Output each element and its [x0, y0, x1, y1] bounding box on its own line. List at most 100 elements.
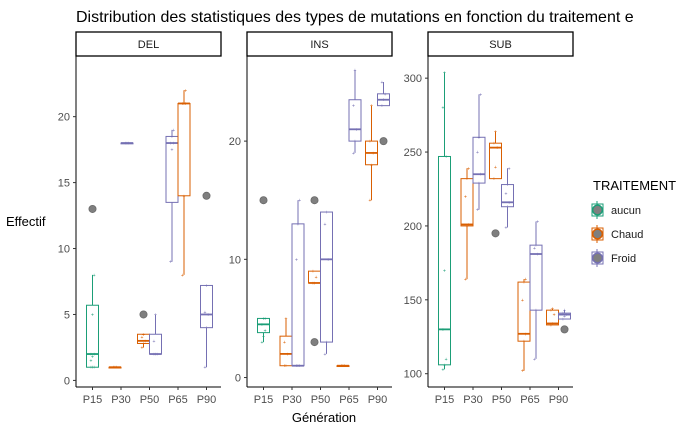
- outlier-point: [259, 196, 268, 205]
- y-tick-label: 100: [404, 369, 422, 381]
- legend-item-aucun: aucun: [591, 201, 641, 219]
- box-p30-chaud: ++++++: [460, 166, 474, 283]
- facet-strip-label: SUB: [489, 39, 512, 51]
- outlier-point: [310, 338, 319, 347]
- data-point: +: [523, 280, 526, 286]
- data-point: +: [142, 332, 145, 338]
- data-point: +: [115, 365, 118, 371]
- box-iqr: [348, 99, 362, 142]
- data-point: +: [443, 70, 446, 76]
- x-tick-label: P90: [368, 394, 388, 406]
- outlier-point: [379, 137, 388, 146]
- data-point: +: [295, 257, 298, 263]
- data-point: +: [283, 340, 286, 346]
- x-tick-label: P15: [254, 394, 274, 406]
- data-point: +: [152, 352, 155, 358]
- data-point: +: [561, 317, 564, 323]
- data-point: +: [205, 326, 208, 332]
- data-point: +: [372, 151, 375, 157]
- legend-item-label: aucun: [611, 205, 641, 217]
- data-point: +: [285, 316, 288, 322]
- box-p50-froid: ++++++: [501, 166, 514, 231]
- y-axis-label: Effectif: [6, 214, 46, 229]
- data-point: +: [313, 281, 316, 287]
- box-p65-chaud: +++: [336, 364, 350, 370]
- data-point: +: [553, 313, 556, 319]
- data-point: +: [464, 277, 467, 283]
- data-point: +: [368, 139, 371, 145]
- data-point: +: [262, 316, 265, 322]
- data-point: +: [508, 166, 511, 172]
- data-point: +: [169, 260, 172, 266]
- outlier-point: [202, 191, 211, 200]
- box-p65-froid: ++++++: [165, 128, 179, 266]
- data-point: +: [536, 220, 539, 226]
- facet-strip-label: DEL: [138, 39, 159, 51]
- box-p90-chaud: +++++: [546, 307, 559, 329]
- outlier-point: [491, 229, 500, 238]
- data-point: +: [93, 352, 96, 358]
- data-point: +: [260, 322, 263, 328]
- box-p65-chaud: ++++++: [517, 277, 531, 375]
- legend-title: TRAITEMENT: [593, 178, 676, 193]
- x-tick-label: P50: [492, 394, 512, 406]
- x-tick-label: P50: [140, 394, 160, 406]
- data-point: +: [154, 312, 157, 318]
- data-point: +: [523, 339, 526, 345]
- data-point: +: [549, 308, 552, 314]
- data-point: +: [91, 355, 94, 361]
- data-point: +: [140, 345, 143, 351]
- box-p50-chaud: +++++: [489, 129, 502, 238]
- data-point: +: [352, 104, 355, 110]
- data-point: +: [494, 165, 497, 171]
- box-p30-froid: ++++++: [472, 92, 486, 214]
- data-point: +: [354, 68, 357, 74]
- data-point: +: [370, 104, 373, 110]
- data-point: +: [343, 364, 346, 370]
- data-point: +: [563, 308, 566, 314]
- box-p30-froid: ++++++: [291, 198, 305, 370]
- x-axis-label: Génération: [292, 410, 356, 425]
- data-point: +: [154, 352, 157, 358]
- box-iqr: [257, 317, 270, 334]
- data-point: +: [533, 357, 536, 363]
- y-tick-label: 10: [58, 244, 70, 256]
- legend-item-froid: Froid: [591, 249, 636, 267]
- data-point: +: [183, 194, 186, 200]
- box-iqr: [200, 284, 213, 329]
- data-point: +: [181, 273, 184, 279]
- data-point: +: [443, 268, 446, 274]
- data-point: +: [479, 92, 482, 98]
- data-point: +: [441, 106, 444, 112]
- chart-title: Distribution des statistiques des types …: [76, 9, 634, 26]
- data-point: +: [295, 364, 298, 370]
- data-point: +: [89, 352, 92, 358]
- legend-key-dot: [592, 204, 604, 216]
- legend-item-label: Chaud: [611, 229, 643, 241]
- data-point: +: [340, 364, 343, 370]
- data-point: +: [264, 316, 267, 322]
- data-point: +: [466, 177, 469, 183]
- data-point: +: [140, 335, 143, 341]
- data-point: +: [368, 198, 371, 204]
- box-p65-chaud: ++++++: [177, 88, 191, 279]
- data-point: +: [382, 98, 385, 104]
- data-point: +: [370, 163, 373, 169]
- data-point: +: [203, 310, 206, 316]
- y-tick-label: 20: [229, 136, 241, 148]
- box-p15-aucun: +++++++++: [86, 204, 99, 371]
- box-iqr: [529, 244, 543, 311]
- data-point: +: [504, 225, 507, 231]
- box-p15-aucun: ++++++: [257, 196, 270, 346]
- box-iqr: [489, 142, 502, 180]
- x-tick-label: P65: [520, 394, 540, 406]
- data-point: +: [441, 327, 444, 333]
- data-point: +: [171, 134, 174, 140]
- facet-strip: [427, 31, 574, 57]
- box-p90-froid: +++++: [558, 308, 571, 334]
- data-point: +: [355, 127, 358, 133]
- box-p30-chaud: +++++: [279, 316, 293, 370]
- outlier-point: [88, 204, 97, 213]
- x-tick-label: P30: [463, 394, 483, 406]
